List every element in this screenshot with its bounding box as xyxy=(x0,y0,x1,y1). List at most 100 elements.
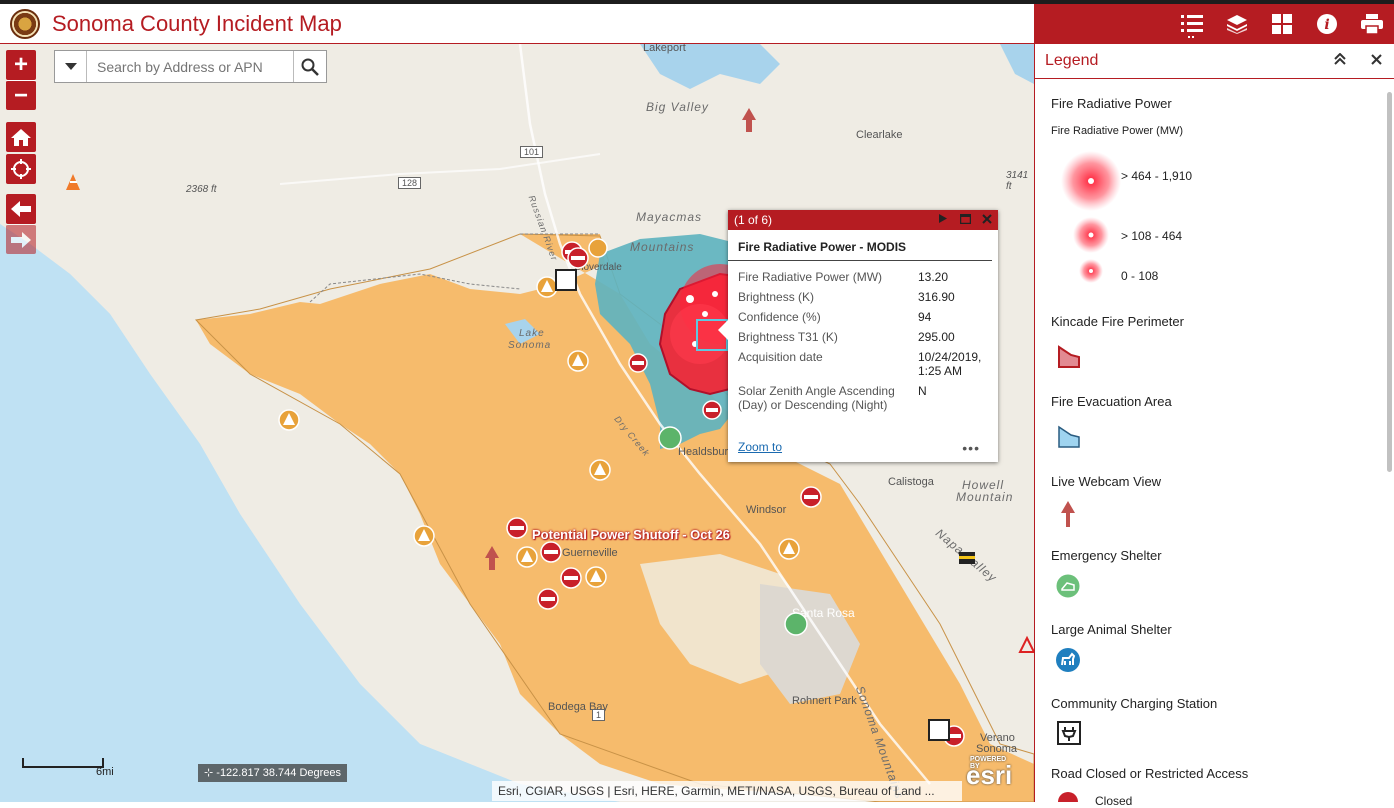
home-button[interactable] xyxy=(6,122,36,152)
place-label: Healdsburg xyxy=(678,446,735,458)
terrain-label: Howell xyxy=(962,478,1005,492)
coordinate-value: -122.817 38.744 Degrees xyxy=(216,767,342,779)
toolbar: i xyxy=(1034,4,1394,44)
svg-text:i: i xyxy=(1324,17,1329,33)
esri-logo-text: esri xyxy=(966,760,1013,790)
close-panel-button[interactable] xyxy=(1358,52,1394,70)
attribute-row: Confidence (%) 94 xyxy=(738,307,981,327)
layers-icon xyxy=(1226,15,1247,34)
legend-heading: Kincade Fire Perimeter xyxy=(1051,314,1184,329)
attribute-value: 10/24/2019, 1:25 AM xyxy=(918,350,982,378)
attribution[interactable]: Esri, CGIAR, USGS | Esri, HERE, Garmin, … xyxy=(492,781,962,801)
fire-perimeter-icon xyxy=(1058,345,1080,368)
chevron-down-icon xyxy=(64,63,77,70)
legend-heading: Emergency Shelter xyxy=(1051,548,1162,563)
legend-list-button[interactable] xyxy=(1169,4,1214,44)
legend-title: Legend xyxy=(1045,52,1099,69)
terrain-label: Mountain xyxy=(956,490,1014,504)
county-seal-icon xyxy=(10,8,40,39)
map-view[interactable]: Lakeport Big Valley Clearlake Windsor He… xyxy=(0,44,1034,802)
popup-header: (1 of 6) xyxy=(728,210,998,230)
place-label: Big Valley xyxy=(646,100,709,114)
attribute-value: 94 xyxy=(918,310,932,324)
search-source-dropdown[interactable] xyxy=(55,51,87,82)
layers-button[interactable] xyxy=(1214,4,1259,44)
highway-shield: 128 xyxy=(398,177,422,189)
close-popup-button[interactable] xyxy=(976,213,998,227)
elevation-label: 2368 ft xyxy=(186,184,217,195)
feature-popup: (1 of 6) Fire Radiative Power - MODIS Fi… xyxy=(718,210,998,462)
legend-heading: Large Animal Shelter xyxy=(1051,622,1172,637)
close-icon xyxy=(1370,54,1382,65)
attribute-label: Confidence (%) xyxy=(738,310,821,324)
search-button[interactable] xyxy=(293,51,326,82)
place-label: Verano xyxy=(980,732,1015,744)
info-button[interactable]: i xyxy=(1304,4,1349,44)
basemap-gallery-button[interactable] xyxy=(1259,4,1304,44)
terrain-label: Mayacmas xyxy=(636,210,703,224)
place-label: Cloverdale xyxy=(574,262,622,273)
info-icon: i xyxy=(1316,14,1337,34)
emergency-shelter-icon xyxy=(1055,573,1081,599)
legend-list-icon xyxy=(1180,15,1203,32)
highway-shield: 1 xyxy=(592,709,606,721)
maximize-button[interactable] xyxy=(954,213,976,227)
attribute-row: Fire Radiative Power (MW) 13.20 xyxy=(738,267,981,287)
attribute-value: N xyxy=(918,384,927,398)
next-feature-button[interactable] xyxy=(932,214,954,226)
basemap-gallery-icon xyxy=(1271,14,1292,34)
place-label: Calistoga xyxy=(888,476,934,488)
zoom-to-link[interactable]: Zoom to xyxy=(738,440,783,454)
esri-logo: POWERED BY esri xyxy=(966,756,1013,791)
attribute-row: Acquisition date 10/24/2019, 1:25 AM xyxy=(738,347,981,381)
attribute-row: Solar Zenith Angle Ascending (Day) or De… xyxy=(738,381,981,415)
legend-subheading: Fire Radiative Power (MW) xyxy=(1051,125,1184,137)
legend-panel: Legend Fire Radiative Power Fire Radiati… xyxy=(1034,44,1394,808)
legend-heading: Fire Radiative Power xyxy=(1051,96,1172,111)
print-icon xyxy=(1360,14,1383,34)
road-closed-icon xyxy=(1058,792,1078,802)
collapse-panel-button[interactable] xyxy=(1322,52,1358,70)
more-actions-button[interactable]: ••• xyxy=(962,440,980,456)
fire-power-large-icon xyxy=(1061,151,1121,211)
previous-extent-button[interactable] xyxy=(6,194,36,224)
legend-header: Legend xyxy=(1035,44,1394,79)
app-title: Sonoma County Incident Map xyxy=(52,10,342,36)
close-icon xyxy=(982,213,992,224)
power-shutoff-label: Potential Power Shutoff - Oct 26 xyxy=(532,527,730,542)
home-icon xyxy=(11,129,31,146)
legend-heading: Live Webcam View xyxy=(1051,474,1162,489)
popup-counter: (1 of 6) xyxy=(734,213,773,227)
popup-title: Fire Radiative Power - MODIS xyxy=(728,230,992,261)
search-widget xyxy=(54,50,327,83)
locate-button[interactable] xyxy=(6,154,36,184)
locate-icon xyxy=(11,159,31,179)
scale-bar xyxy=(22,758,104,768)
attribute-value: 295.00 xyxy=(918,330,955,344)
double-chevron-up-icon xyxy=(1334,52,1346,65)
scrollbar[interactable] xyxy=(1387,92,1392,472)
coordinate-readout[interactable]: ⊹ -122.817 38.744 Degrees xyxy=(198,764,348,782)
legend-class-label: > 464 - 1,910 xyxy=(1121,169,1193,183)
elevation-label: 3141 ft xyxy=(1006,170,1029,192)
highway-shield: 101 xyxy=(520,146,544,158)
attribute-label: Fire Radiative Power (MW) xyxy=(738,270,883,284)
attribute-label: Brightness T31 (K) xyxy=(738,330,838,344)
scale-label: 6mi xyxy=(96,766,114,778)
search-input[interactable] xyxy=(87,51,293,82)
animal-shelter-icon xyxy=(1056,648,1080,672)
place-label: Lakeport xyxy=(643,44,686,54)
arrow-right-icon xyxy=(11,231,31,248)
evacuation-area-icon xyxy=(1058,425,1080,448)
next-extent-button[interactable] xyxy=(6,224,36,254)
powered-by-label: POWERED BY xyxy=(970,756,1007,770)
attribute-label: Brightness (K) xyxy=(738,290,815,304)
place-label: Guerneville xyxy=(562,547,618,559)
fire-power-small-icon xyxy=(1079,259,1103,283)
charging-station-icon xyxy=(1057,721,1081,745)
legend-heading: Road Closed or Restricted Access xyxy=(1051,766,1249,781)
fire-power-medium-icon xyxy=(1073,217,1109,253)
print-button[interactable] xyxy=(1349,4,1394,44)
zoom-out-button[interactable]: − xyxy=(6,80,36,110)
zoom-in-button[interactable]: + xyxy=(6,50,36,80)
